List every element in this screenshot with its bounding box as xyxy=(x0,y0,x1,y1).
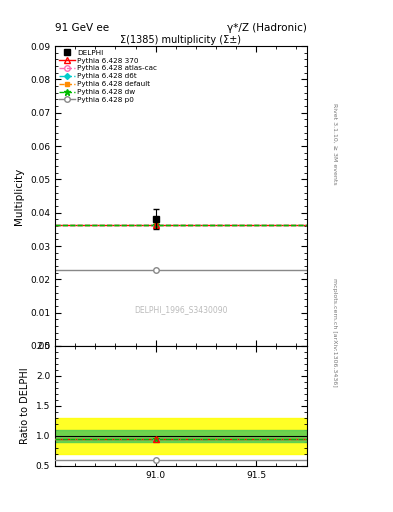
Text: Rivet 3.1.10, ≥ 3M events: Rivet 3.1.10, ≥ 3M events xyxy=(332,102,337,184)
Y-axis label: Ratio to DELPHI: Ratio to DELPHI xyxy=(20,368,30,444)
Text: γ*/Z (Hadronic): γ*/Z (Hadronic) xyxy=(227,23,307,33)
Text: DELPHI_1996_S3430090: DELPHI_1996_S3430090 xyxy=(134,306,228,314)
Bar xyxy=(55,430,307,442)
Y-axis label: Multiplicity: Multiplicity xyxy=(15,167,24,225)
Text: mcplots.cern.ch [arXiv:1306.3436]: mcplots.cern.ch [arXiv:1306.3436] xyxy=(332,279,337,387)
Title: Σ(1385) multiplicity (Σ±): Σ(1385) multiplicity (Σ±) xyxy=(120,35,241,45)
Legend: DELPHI, Pythia 6.428 370, Pythia 6.428 atlas-cac, Pythia 6.428 d6t, Pythia 6.428: DELPHI, Pythia 6.428 370, Pythia 6.428 a… xyxy=(57,48,159,104)
Bar xyxy=(55,418,307,454)
Text: 91 GeV ee: 91 GeV ee xyxy=(55,23,109,33)
